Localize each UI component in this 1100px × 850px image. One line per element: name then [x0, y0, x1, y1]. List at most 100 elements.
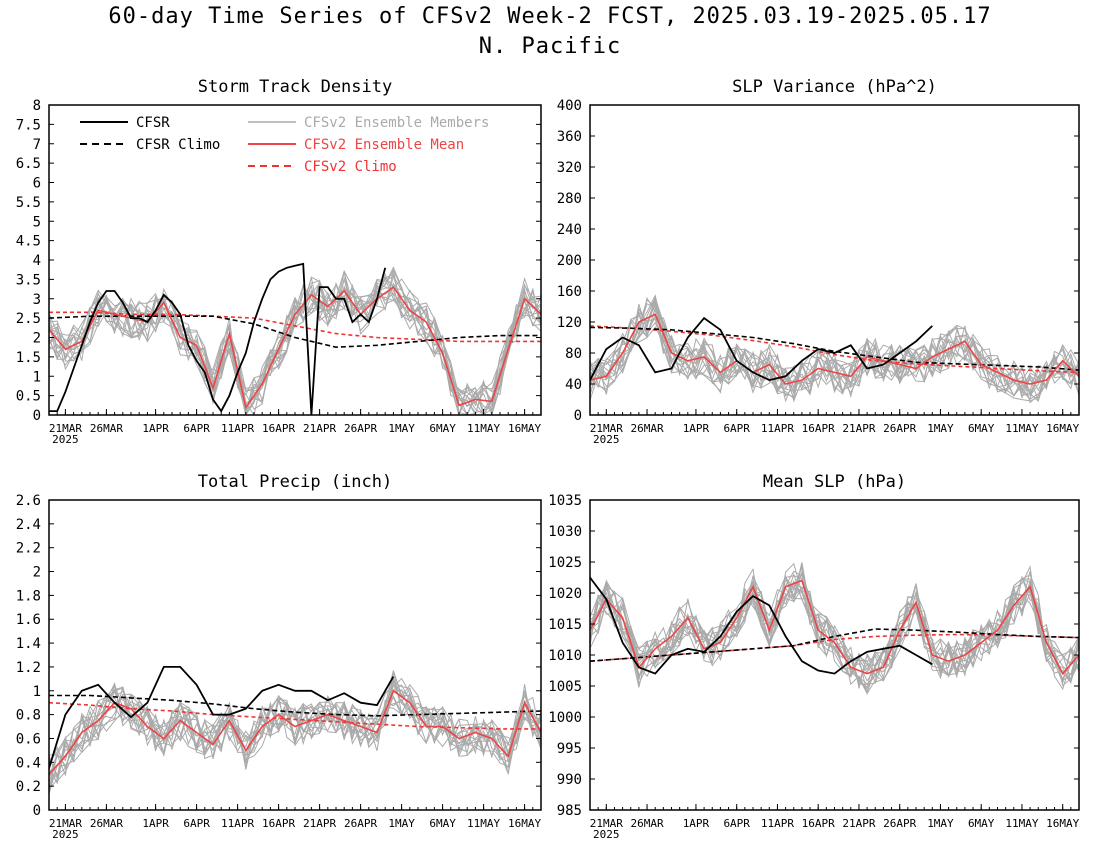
y-tick-label: 1.6 [16, 612, 41, 628]
x-tick-label: 16MAY [508, 422, 541, 435]
ensemble-member-line [590, 295, 1079, 403]
x-tick-label: 6MAY [968, 817, 995, 830]
x-tick-label: 21APR [303, 817, 336, 830]
ensemble-member-line [49, 677, 541, 780]
panel-title: SLP Variance (hPa^2) [732, 77, 937, 97]
ensemble-member-line [590, 299, 1079, 403]
y-tick-label: 1000 [548, 710, 582, 726]
x-tick-label: 6APR [183, 817, 210, 830]
x-tick-label: 26MAR [90, 422, 123, 435]
ensemble-member-line [49, 269, 541, 415]
x-tick-label: 11APR [761, 422, 794, 435]
panel-frame [48, 104, 542, 416]
legend-label: CFSv2 Ensemble Members [304, 115, 489, 131]
x-tick-label: 26APR [883, 817, 916, 830]
x-tick-label: 26APR [344, 817, 377, 830]
ensemble-member-line [590, 567, 1079, 685]
y-tick-label: 1 [33, 369, 41, 385]
ensemble-member-line [49, 691, 541, 789]
ensemble-member-line [49, 690, 541, 777]
y-tick-label: 2.4 [16, 517, 41, 533]
y-tick-label: 1005 [548, 679, 582, 695]
y-tick-label: 3.5 [16, 272, 41, 288]
ensemble-member-line [49, 281, 541, 415]
series-line-cfsv2-climo [49, 311, 541, 343]
x-tick-label: 21MAR [590, 817, 623, 830]
x-tick-label: 16APR [262, 422, 295, 435]
panel-frame [589, 104, 1080, 416]
y-tick-label: 4 [33, 253, 41, 269]
x-tick-label: 6MAY [429, 817, 456, 830]
y-tick-label: 995 [557, 741, 582, 757]
x-tick-label: 16MAY [1046, 422, 1079, 435]
panel-title: Mean SLP (hPa) [763, 472, 906, 492]
y-tick-label: 4.5 [16, 234, 41, 250]
x-tick-label: 11APR [761, 817, 794, 830]
x-tick-label: 1MAY [927, 422, 954, 435]
y-tick-label: 120 [557, 315, 582, 331]
ensemble-member-line [590, 312, 1079, 397]
x-tick-label: 16APR [802, 422, 835, 435]
panel-plot-area [590, 294, 1079, 404]
ensemble-member-line [49, 275, 541, 415]
x-tick-label: 6MAY [968, 422, 995, 435]
series-line-cfsr [590, 316, 933, 382]
y-tick-label: 2.2 [16, 541, 41, 557]
x-tick-label: 1MAY [388, 422, 415, 435]
y-tick-label: 40 [565, 377, 582, 393]
y-tick-label: 0.2 [16, 779, 41, 795]
panel-plot-area [49, 262, 541, 415]
x-tick-label: 1APR [142, 422, 169, 435]
panel-plot-area [49, 666, 541, 795]
y-tick-label: 1015 [548, 617, 582, 633]
ensemble-member-line [49, 689, 541, 777]
y-tick-label: 0.5 [16, 389, 41, 405]
x-year-label: 2025 [52, 433, 79, 446]
y-tick-label: 2.5 [16, 311, 41, 327]
series-line-cfsv2-ensemble-mean [590, 579, 1079, 676]
series-line-cfsv2-climo [590, 325, 1079, 374]
ensemble-member-line [590, 299, 1079, 394]
x-tick-label: 26APR [883, 422, 916, 435]
series-line-cfsr-climo [49, 694, 541, 717]
series-line-cfsr [49, 666, 395, 769]
x-tick-label: 6APR [183, 422, 210, 435]
ensemble-member-line [49, 270, 541, 415]
series-line-cfsr-climo [49, 315, 541, 349]
x-tick-label: 1APR [683, 422, 710, 435]
x-tick-label: 1MAY [927, 817, 954, 830]
y-tick-label: 990 [557, 772, 582, 788]
y-tick-label: 985 [557, 803, 582, 819]
series-line-cfsv2-ensemble-mean [49, 689, 541, 775]
series-line-cfsv2-ensemble-mean [590, 313, 1079, 385]
y-tick-label: 0 [33, 803, 41, 819]
y-tick-label: 7.5 [16, 117, 41, 133]
ensemble-member-line [49, 685, 541, 771]
panel-title: Storm Track Density [198, 77, 392, 97]
y-tick-label: 6 [33, 176, 41, 192]
y-tick-label: 1.2 [16, 660, 41, 676]
x-tick-label: 21MAR [590, 422, 623, 435]
x-tick-label: 11MAY [467, 817, 500, 830]
x-tick-label: 11APR [221, 422, 254, 435]
y-tick-label: 0.4 [16, 755, 41, 771]
y-tick-label: 320 [557, 160, 582, 176]
x-tick-label: 21MAR [49, 422, 82, 435]
ensemble-member-line [49, 272, 541, 415]
ensemble-member-line [49, 271, 541, 415]
y-tick-label: 360 [557, 129, 582, 145]
x-tick-label: 6APR [723, 422, 750, 435]
x-tick-label: 16APR [262, 817, 295, 830]
ensemble-member-line [590, 294, 1079, 402]
ensemble-member-line [590, 296, 1079, 400]
x-tick-label: 26APR [344, 422, 377, 435]
y-tick-label: 1020 [548, 586, 582, 602]
x-year-label: 2025 [593, 828, 620, 841]
series-line-cfsv2-climo [49, 701, 541, 730]
figure-subtitle: N. Pacific [478, 34, 622, 59]
legend-label: CFSR [136, 115, 170, 131]
ensemble-member-line [590, 574, 1079, 685]
x-tick-label: 11MAY [1005, 422, 1038, 435]
legend-label: CFSv2 Ensemble Mean [304, 137, 464, 153]
y-tick-label: 2 [33, 331, 41, 347]
